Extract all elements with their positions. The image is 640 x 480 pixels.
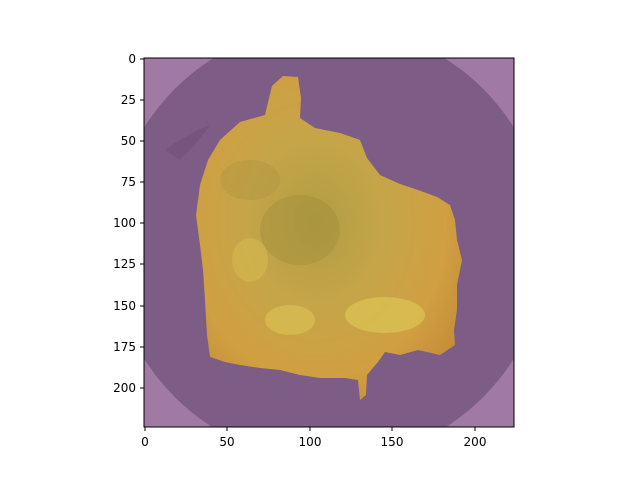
y-tick-label: 50 [121, 134, 136, 148]
x-tick-label: 0 [141, 435, 149, 449]
y-tick-label: 25 [121, 93, 136, 107]
mask-shadow [260, 195, 340, 265]
y-axis: 0 25 50 75 100 125 150 175 200 [113, 52, 144, 395]
y-tick-label: 175 [113, 340, 136, 354]
x-tick-label: 200 [464, 435, 487, 449]
y-tick-label: 100 [113, 216, 136, 230]
x-axis: 0 50 100 150 200 [141, 427, 486, 449]
mask-highlight [232, 238, 268, 282]
disc-texture [165, 125, 210, 160]
y-tick-label: 125 [113, 257, 136, 271]
y-tick-label: 200 [113, 381, 136, 395]
image-content [144, 58, 514, 427]
mask-shadow [220, 160, 280, 200]
y-tick-label: 0 [128, 52, 136, 66]
y-tick-label: 150 [113, 299, 136, 313]
mask-highlight [345, 297, 425, 333]
x-tick-label: 150 [381, 435, 404, 449]
mask-highlight [265, 305, 315, 335]
y-tick-label: 75 [121, 175, 136, 189]
axes-frame [143, 57, 515, 428]
x-tick-label: 50 [219, 435, 234, 449]
x-tick-label: 100 [299, 435, 322, 449]
